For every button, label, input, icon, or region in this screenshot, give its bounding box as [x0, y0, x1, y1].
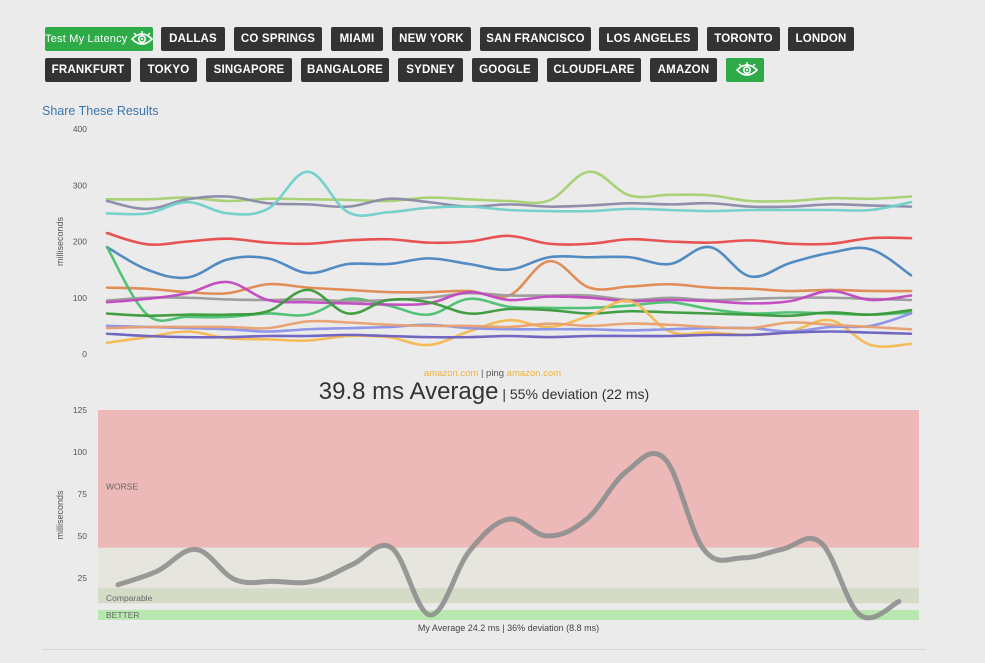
google-button[interactable]: GOOGLE — [472, 58, 538, 82]
my-latency-chart: WORSE Comparable BETTER 25 50 75 100 125 millise… — [55, 405, 919, 633]
co-springs-button[interactable]: CO SPRINGS — [234, 27, 322, 51]
band-label: WORSE — [106, 482, 138, 492]
new-york-button[interactable]: NEW YORK — [392, 27, 471, 51]
amazon-button-label: AMAZON — [657, 64, 710, 76]
london-button-label: LONDON — [795, 33, 847, 45]
y-axis-label: milliseconds — [55, 216, 65, 266]
footer-divider — [42, 649, 926, 650]
average-value: 39.8 ms Average — [318, 378, 499, 405]
toronto-button[interactable]: TORONTO — [707, 27, 780, 51]
band-label: Comparable — [106, 593, 153, 603]
miami-button-label: MIAMI — [339, 33, 375, 45]
latency-series-line — [105, 170, 913, 205]
co-springs-button-label: CO SPRINGS — [240, 33, 316, 45]
threshold-band — [98, 588, 919, 604]
y-tick-label: 200 — [73, 237, 87, 247]
singapore-button-label: SINGAPORE — [213, 64, 285, 76]
ping-host-link[interactable]: amazon.com — [423, 368, 479, 379]
y-tick-label: 75 — [78, 489, 88, 499]
singapore-button[interactable]: SINGAPORE — [206, 58, 292, 82]
y-tick-label: 300 — [73, 180, 87, 190]
tokyo-button-label: TOKYO — [147, 64, 190, 76]
latency-series-line — [105, 245, 913, 323]
latency-series-line — [105, 312, 913, 333]
eye-icon — [732, 62, 758, 76]
y-tick-label: 100 — [73, 293, 87, 303]
google-button-label: GOOGLE — [479, 64, 531, 76]
frankfurt-button-label: FRANKFURT — [51, 64, 125, 76]
san-francisco-button[interactable]: SAN FRANCISCO — [480, 27, 591, 51]
latency-series-line — [105, 170, 913, 217]
cloudflare-button-label: CLOUDFLARE — [553, 64, 635, 76]
sydney-button-label: SYDNEY — [406, 64, 455, 76]
london-button[interactable]: LONDON — [788, 27, 854, 51]
y-axis-label: milliseconds — [55, 490, 65, 540]
latency-series-line — [105, 291, 913, 303]
latency-history-chart: 0 100 200 300 400 milliseconds — [55, 124, 913, 359]
latency-series-line — [105, 280, 913, 307]
latency-series-line — [105, 259, 913, 299]
ping-caption-sep: | ping — [478, 368, 507, 379]
new-york-button-label: NEW YORK — [399, 33, 464, 45]
dallas-button-label: DALLAS — [169, 33, 217, 45]
threshold-band — [98, 410, 919, 548]
latency-series-line — [105, 288, 913, 318]
my-latency-line — [115, 450, 902, 621]
san-francisco-button-label: SAN FRANCISCO — [486, 33, 585, 45]
run-test-button[interactable] — [726, 58, 764, 82]
band-label: BETTER — [106, 610, 140, 620]
latency-series-line — [105, 195, 913, 211]
latency-series-line — [105, 330, 913, 339]
ping-target-caption: amazon.com | ping amazon.com — [0, 368, 985, 379]
latency-series-line — [105, 319, 913, 331]
bangalore-button[interactable]: BANGALORE — [301, 58, 389, 82]
los-angeles-button[interactable]: LOS ANGELES — [599, 27, 698, 51]
eye-icon — [127, 31, 154, 45]
cloudflare-button[interactable]: CLOUDFLARE — [547, 58, 641, 82]
threshold-band — [98, 609, 919, 620]
toronto-button-label: TORONTO — [714, 33, 773, 45]
y-tick-label: 25 — [78, 573, 88, 583]
y-tick-label: 400 — [73, 124, 87, 134]
y-tick-label: 50 — [78, 531, 88, 541]
ping-host-link-2[interactable]: amazon.com — [506, 368, 562, 379]
amazon-button[interactable]: AMAZON — [650, 58, 717, 82]
los-angeles-button-label: LOS ANGELES — [606, 33, 691, 45]
y-tick-label: 100 — [73, 447, 87, 457]
deviation-value: | 55% deviation (22 ms) — [498, 386, 650, 402]
latency-series-line — [105, 231, 913, 246]
frankfurt-button[interactable]: FRANKFURT — [45, 58, 131, 82]
y-tick-label: 0 — [82, 349, 87, 359]
sydney-button[interactable]: SYDNEY — [398, 58, 463, 82]
tokyo-button[interactable]: TOKYO — [140, 58, 197, 82]
latency-series-line — [105, 245, 913, 280]
miami-button[interactable]: MIAMI — [331, 27, 383, 51]
dallas-button[interactable]: DALLAS — [161, 27, 225, 51]
y-tick-label: 125 — [73, 405, 87, 415]
my-average-footnote: My Average 24.2 ms | 36% deviation (8.8 … — [418, 623, 599, 633]
test-my-latency-button-label: Test My Latency — [45, 33, 128, 45]
share-results-link[interactable]: Share These Results — [42, 104, 159, 118]
average-summary: 39.8 ms Average | 55% deviation (22 ms) — [0, 378, 968, 406]
test-my-latency-button[interactable]: Test My Latency — [45, 27, 154, 51]
bangalore-button-label: BANGALORE — [307, 64, 383, 76]
